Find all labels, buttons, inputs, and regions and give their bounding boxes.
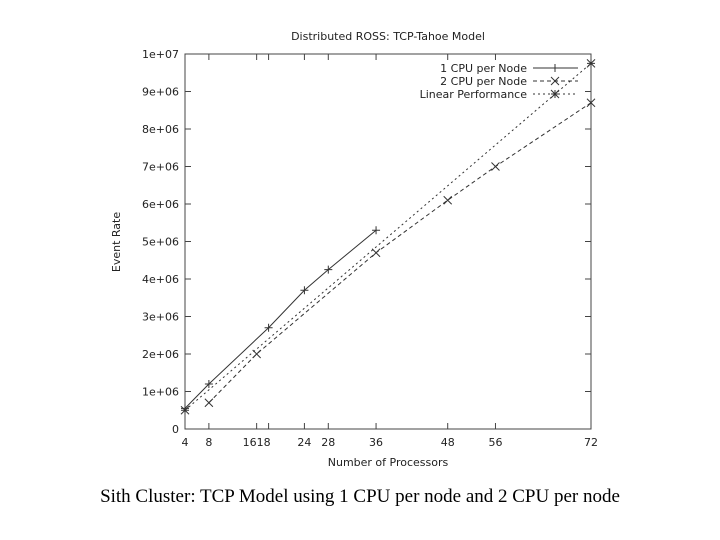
y-tick-label: 5e+06	[142, 236, 179, 249]
x-axis-label: Number of Processors	[328, 456, 449, 469]
data-point	[550, 76, 560, 86]
y-tick-label: 9e+06	[142, 86, 179, 99]
x-tick-label: 24	[297, 436, 311, 449]
plot-frame	[184, 53, 592, 430]
data-point	[204, 398, 214, 408]
series	[181, 226, 381, 413]
x-tick-label: 8	[205, 436, 212, 449]
legend-label: 2 CPU per Node	[440, 75, 527, 88]
series	[180, 59, 596, 415]
y-tick-label: 8e+06	[142, 123, 179, 136]
x-tick-label: 56	[488, 436, 502, 449]
chart: Distributed ROSS: TCP-Tahoe Model 0 1e+06…	[110, 30, 598, 469]
data-point	[491, 162, 500, 171]
data-point	[371, 248, 381, 258]
y-tick-label: 1e+06	[142, 386, 179, 399]
series	[204, 98, 596, 408]
data-point	[443, 195, 453, 205]
series-layer	[180, 59, 596, 415]
y-axis: 0 1e+06 2e+06 3e+06 4e+06 5e+06 6e+06 7e+06 8e+0…	[142, 48, 591, 436]
x-tick-label: 48	[441, 436, 455, 449]
y-tick-label: 4e+06	[142, 273, 179, 286]
series-line	[184, 62, 592, 411]
data-point	[586, 98, 596, 108]
x-tick-label: 36	[369, 436, 383, 449]
x-tick-label: 4	[182, 436, 189, 449]
x-tick-label: 72	[584, 436, 598, 449]
y-tick-label: 7e+06	[142, 161, 179, 174]
x-tick-label: 28	[321, 436, 335, 449]
data-point	[180, 405, 190, 415]
legend-label: 1 CPU per Node	[440, 62, 527, 75]
data-point	[550, 89, 560, 99]
y-tick-label: 6e+06	[142, 198, 179, 211]
x-tick-label: 1618	[243, 436, 271, 449]
legend-label: Linear Performance	[420, 88, 528, 101]
x-axis: 4 8 1618 24 28 36 48 56 72	[182, 54, 598, 449]
y-axis-label: Event Rate	[110, 212, 123, 272]
y-tick-label: 2e+06	[142, 348, 179, 361]
data-point	[586, 59, 596, 68]
chart-title: Distributed ROSS: TCP-Tahoe Model	[291, 30, 485, 43]
figure-caption: Sith Cluster: TCP Model using 1 CPU per …	[100, 486, 620, 507]
series-line	[208, 102, 592, 404]
data-point	[252, 349, 262, 359]
y-tick-label: 3e+06	[142, 311, 179, 324]
y-tick-label: 0	[172, 423, 179, 436]
series-line	[184, 229, 377, 409]
y-tick-label: 1e+07	[142, 48, 179, 61]
